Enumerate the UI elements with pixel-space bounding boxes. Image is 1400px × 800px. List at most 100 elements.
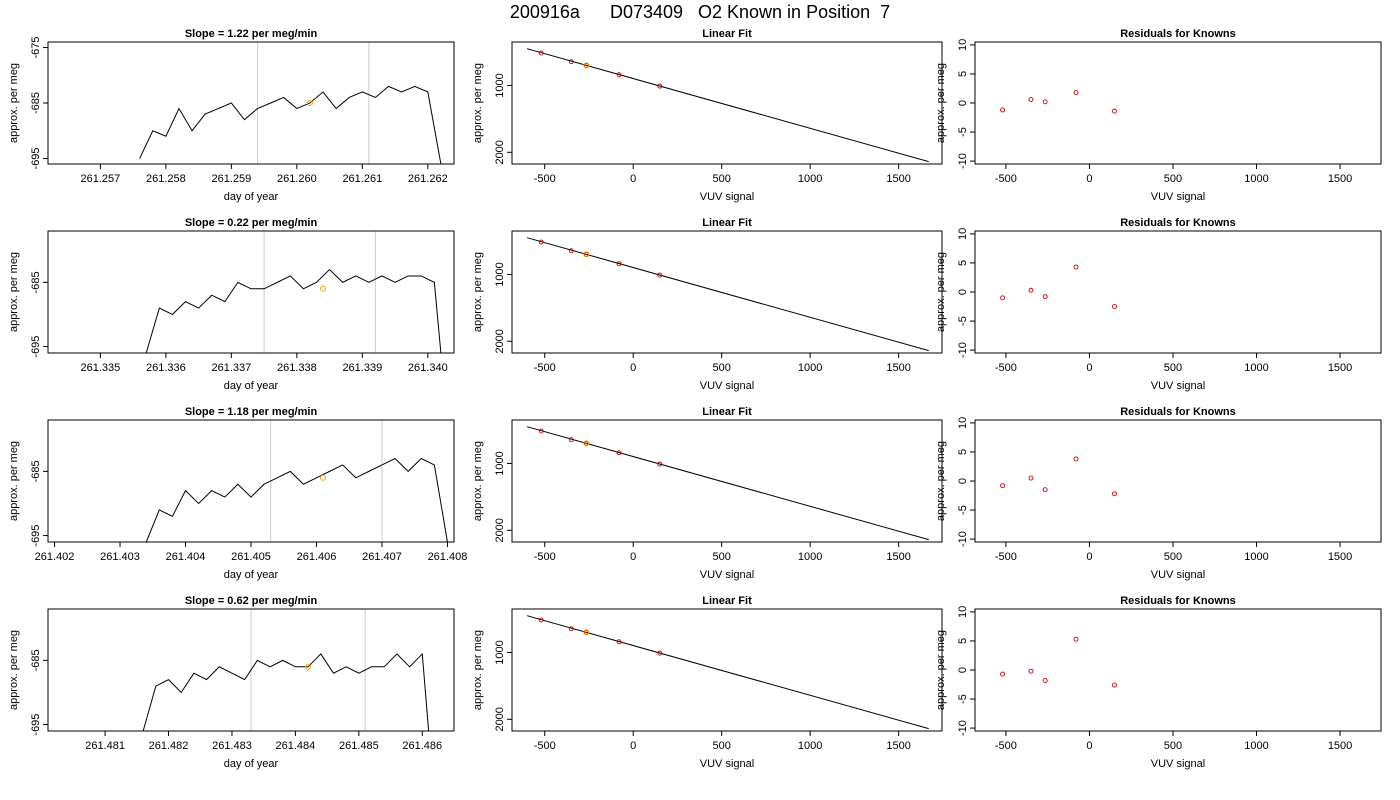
plot-area	[1000, 636, 1117, 688]
x-tick-label: 261.407	[362, 551, 402, 563]
data-point	[568, 626, 574, 632]
y-tick-label: -5	[957, 694, 969, 704]
data-point	[1000, 671, 1006, 677]
x-axis-label: day of year	[224, 758, 279, 770]
x-axis-label: day of year	[224, 191, 279, 203]
plot-panel: Slope = 0.62 per meg/min 261.481 261.482 26…	[8, 595, 455, 770]
data-point	[1042, 678, 1048, 683]
x-tick-label: 1000	[1244, 173, 1268, 185]
data-point	[657, 83, 663, 89]
x-tick-label: -500	[534, 173, 556, 185]
x-tick-label: 261.261	[342, 173, 382, 185]
plot-frame	[47, 41, 455, 165]
x-tick-label: 261.262	[408, 173, 448, 185]
data-point	[657, 461, 663, 467]
y-axis-label: approx. per meg	[8, 252, 20, 332]
highlight-point	[320, 474, 327, 481]
x-tick-label: -500	[995, 551, 1017, 563]
y-tick-label: -5	[957, 127, 969, 137]
data-line	[145, 268, 442, 353]
plot-area	[526, 48, 929, 163]
x-tick-label: 500	[713, 362, 731, 374]
data-point	[657, 272, 663, 278]
data-point	[1028, 475, 1034, 481]
x-axis-label: VUV signal	[700, 191, 754, 203]
y-tick-label: 2000	[494, 707, 506, 731]
y-tick-label: -675	[30, 37, 42, 59]
x-tick-label: 500	[1164, 362, 1182, 374]
y-tick-label: -695	[30, 525, 42, 547]
y-tick-label: 5	[957, 260, 969, 266]
y-tick-label: 2000	[494, 329, 506, 353]
x-tick-label: 1000	[798, 173, 822, 185]
plot-frame	[511, 41, 943, 165]
y-tick-label: 0	[957, 478, 969, 484]
plot-panel: Residuals for Knowns -500 0 500 1000 1500 VUV …	[935, 406, 1382, 581]
data-point	[1000, 107, 1006, 113]
data-point	[616, 72, 622, 78]
y-axis-label: approx. per meg	[935, 252, 947, 332]
x-tick-label: 0	[630, 740, 636, 752]
x-tick-label: 0	[1086, 362, 1092, 374]
plot-frame	[511, 608, 943, 732]
y-tick-label: 10	[957, 606, 969, 618]
y-tick-label: -5	[957, 316, 969, 326]
data-point	[657, 650, 663, 656]
y-tick-label: 1000	[494, 640, 506, 664]
x-tick-label: 261.257	[81, 173, 121, 185]
x-tick-label: 261.405	[231, 551, 271, 563]
plot-area	[526, 426, 929, 541]
x-tick-label: 261.408	[428, 551, 468, 563]
data-point	[1073, 456, 1079, 462]
plot-frame	[974, 230, 1382, 354]
data-point	[1112, 304, 1117, 309]
y-tick-label: 2000	[494, 518, 506, 542]
highlight-point	[306, 100, 313, 106]
data-point	[616, 639, 622, 645]
y-tick-label: -10	[957, 153, 969, 169]
y-axis-label: approx. per meg	[8, 63, 20, 143]
plot-panel: Linear Fit -500 0 500 1000 1500 VUV signal 2000…	[472, 595, 943, 770]
y-tick-label: -5	[957, 505, 969, 515]
x-tick-label: 1500	[1328, 362, 1352, 374]
x-tick-label: 261.259	[211, 173, 251, 185]
data-point	[538, 239, 544, 245]
plot-area	[142, 652, 430, 731]
plot-area	[139, 85, 442, 164]
x-tick-label: 1000	[1244, 740, 1268, 752]
x-tick-label: 1000	[798, 740, 822, 752]
plot-frame	[974, 41, 1382, 165]
y-tick-label: 5	[957, 638, 969, 644]
x-tick-label: 261.258	[146, 173, 186, 185]
data-point	[568, 59, 574, 65]
plot-area	[526, 237, 929, 352]
x-tick-label: 261.340	[408, 362, 448, 374]
x-tick-label: 261.337	[211, 362, 251, 374]
plot-panel: Linear Fit -500 0 500 1000 1500 VUV signal 2000…	[472, 28, 943, 203]
data-point	[1028, 287, 1034, 293]
x-tick-label: 1500	[1328, 551, 1352, 563]
plot-title: Slope = 1.22 per meg/min	[185, 28, 318, 40]
y-axis-label: approx. per meg	[8, 441, 20, 521]
x-tick-label: -500	[534, 551, 556, 563]
x-tick-label: 1500	[886, 362, 910, 374]
highlight-point	[583, 62, 590, 69]
x-axis-label: VUV signal	[700, 380, 754, 392]
x-tick-label: 1500	[886, 551, 910, 563]
plot-title: Slope = 1.18 per meg/min	[185, 406, 318, 418]
plot-panel: Residuals for Knowns -500 0 500 1000 1500 VUV …	[935, 28, 1382, 203]
plot-area	[145, 268, 442, 353]
plot-title: Linear Fit	[702, 28, 752, 40]
x-tick-label: 261.406	[297, 551, 337, 563]
plot-frame	[47, 608, 455, 732]
plot-frame	[974, 419, 1382, 543]
x-axis-label: day of year	[224, 569, 279, 581]
plot-panel: Linear Fit -500 0 500 1000 1500 VUV signal 2000…	[472, 217, 943, 392]
x-tick-label: 0	[1086, 551, 1092, 563]
data-point	[1042, 487, 1048, 493]
data-point	[1000, 295, 1006, 301]
y-tick-label: -685	[30, 460, 42, 482]
data-point	[538, 50, 544, 56]
x-tick-label: 500	[1164, 740, 1182, 752]
plot-panel: Residuals for Knowns -500 0 500 1000 1500 VUV …	[935, 217, 1382, 392]
